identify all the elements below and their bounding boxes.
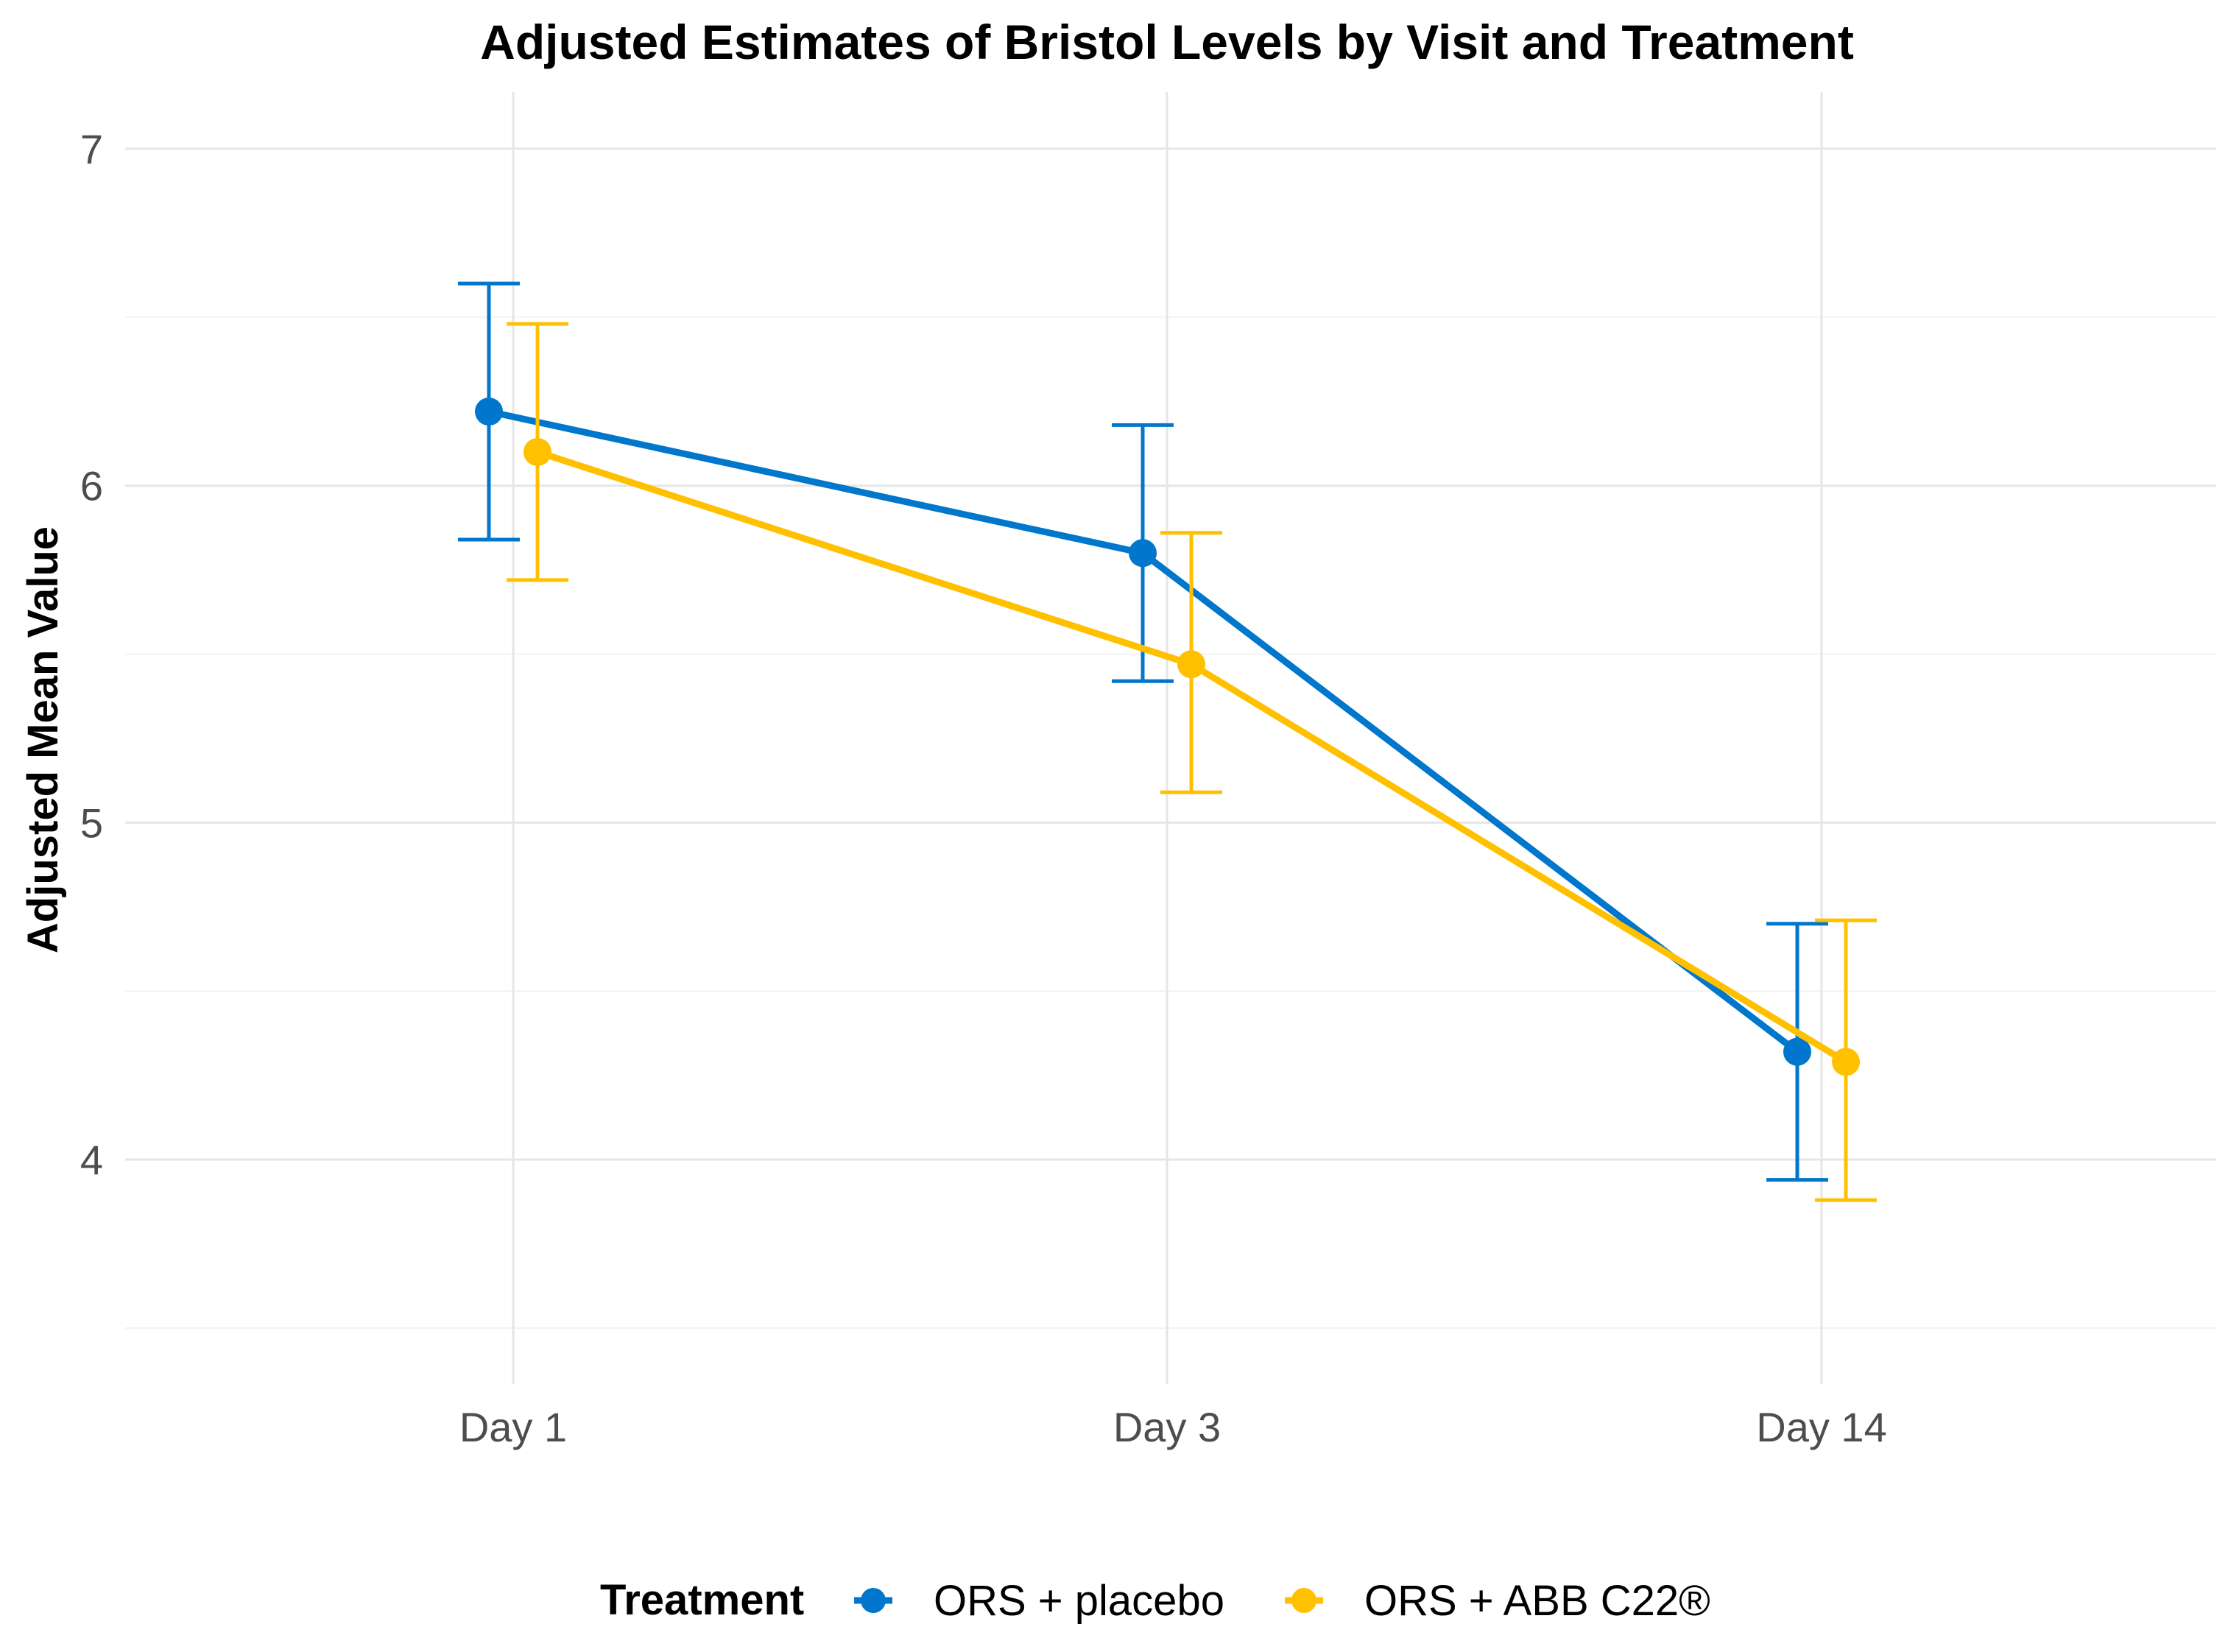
legend-label: ORS + placebo	[934, 1577, 1224, 1625]
y-tick-labels: 4 5 6 7	[80, 126, 103, 1183]
y-tick-label: 7	[80, 126, 103, 172]
legend: Treatment ORS + placebo ORS + ABB C22®	[600, 1576, 1710, 1625]
legend-item: ORS + placebo	[854, 1577, 1224, 1625]
grid-layer	[125, 92, 2216, 1384]
y-axis-title: Adjusted Mean Value	[19, 526, 67, 953]
data-point	[1129, 539, 1157, 568]
chart-title: Adjusted Estimates of Bristol Levels by …	[480, 15, 1854, 69]
data-point	[1177, 650, 1205, 679]
data-point	[523, 437, 551, 466]
legend-key-point	[1291, 1588, 1316, 1613]
y-tick-label: 5	[80, 799, 103, 846]
legend-label: ORS + ABB C22®	[1364, 1577, 1710, 1625]
x-tick-label: Day 1	[459, 1404, 567, 1450]
series-layer	[458, 281, 1877, 1202]
data-point	[475, 398, 503, 426]
legend-item: ORS + ABB C22®	[1285, 1577, 1710, 1625]
data-point	[1783, 1037, 1811, 1066]
y-tick-label: 4	[80, 1137, 103, 1183]
series-group	[458, 281, 1828, 1182]
x-tick-label: Day 3	[1113, 1404, 1221, 1450]
x-tick-labels: Day 1 Day 3 Day 14	[459, 1404, 1887, 1450]
data-point	[1832, 1048, 1860, 1076]
legend-key-point	[861, 1588, 886, 1613]
series-group	[507, 322, 1877, 1202]
y-tick-label: 6	[80, 463, 103, 509]
x-tick-label: Day 14	[1756, 1404, 1886, 1450]
legend-title: Treatment	[600, 1576, 804, 1624]
